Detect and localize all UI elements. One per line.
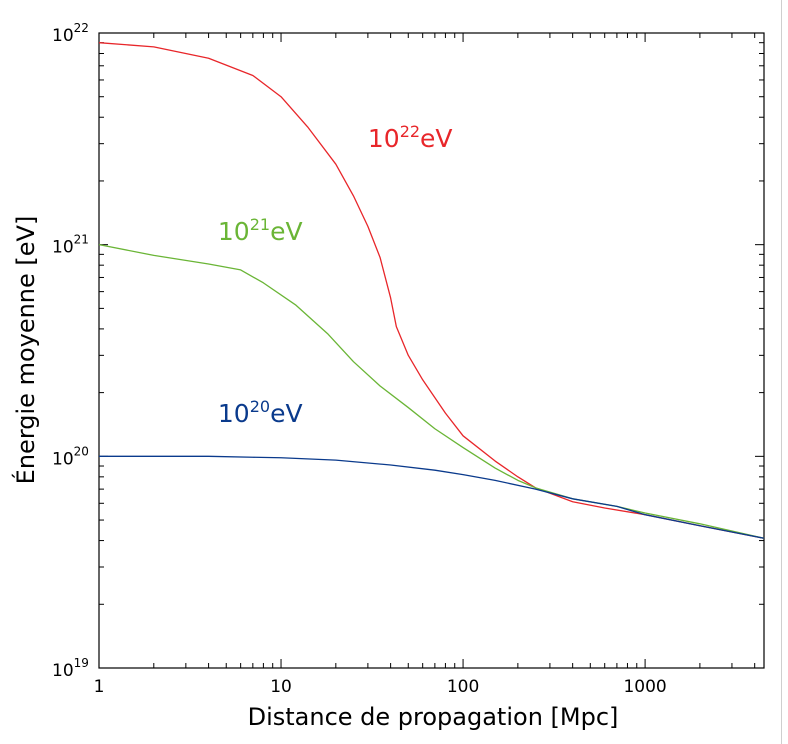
series-lines: [98, 42, 765, 539]
y-tick-label: 1021: [52, 233, 89, 258]
y-tick-label: 1022: [52, 21, 89, 46]
y-tick-label: 1019: [52, 656, 89, 681]
series-line-0: [98, 42, 765, 539]
axis-ticks: [98, 32, 764, 669]
x-tick-label: 100: [447, 677, 479, 697]
y-axis-title: Énergie moyenne [eV]: [11, 216, 40, 485]
x-tick-label: 1000: [623, 677, 666, 697]
y-tick-label: 1020: [52, 444, 89, 469]
x-tick-label: 10: [270, 677, 292, 697]
curve-label-0: 1022eV: [368, 122, 453, 153]
y-tick-labels: 1019 1020 1021 1022: [52, 21, 89, 681]
x-axis-title: Distance de propagation [Mpc]: [248, 703, 619, 731]
curve-label-2: 1020eV: [218, 397, 303, 428]
curve-label-1: 1021eV: [218, 215, 303, 246]
x-tick-label: 1: [94, 677, 105, 697]
series-line-2: [99, 455, 765, 539]
curve-labels: 1022eV 1021eV 1020eV: [218, 122, 453, 428]
plot-frame: [98, 32, 765, 669]
x-tick-labels: 1 10 100 1000: [94, 677, 667, 697]
series-line-1: [98, 244, 765, 539]
window-edge-divider: [781, 0, 782, 744]
